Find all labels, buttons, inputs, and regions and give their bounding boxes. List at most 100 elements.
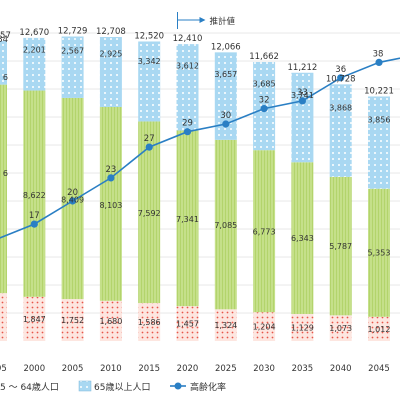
- total-label-partial: 84: [0, 35, 8, 45]
- rate-label: 27: [144, 134, 155, 144]
- total-label: 10,221: [364, 86, 394, 96]
- legend-marker-rate: [174, 382, 182, 390]
- bar-elderly: [368, 96, 390, 189]
- legend-label-rate: 高齢化率: [190, 381, 226, 393]
- bar-young: [368, 316, 390, 341]
- rate-point: [375, 58, 383, 66]
- bar-working-age: [253, 150, 276, 313]
- rate-label: 20: [67, 188, 78, 198]
- bar-elderly: [23, 37, 46, 91]
- rate-point: [145, 143, 153, 151]
- total-label: 12,708: [96, 27, 126, 37]
- x-tick-label: 2020: [177, 364, 199, 374]
- x-tick-label: 2040: [330, 364, 352, 374]
- data-label: 7,085: [214, 221, 237, 230]
- data-label: 3,868: [329, 103, 352, 112]
- estimate-label: 推計値: [210, 16, 236, 27]
- x-tick-label: 2010: [100, 364, 122, 374]
- rate-label: 30: [220, 111, 231, 121]
- bar-elderly: [291, 72, 314, 163]
- data-label: 1,752: [61, 316, 84, 325]
- bar-elderly: [176, 44, 199, 131]
- data-label: 6,343: [291, 234, 314, 243]
- data-label: 3,741: [291, 91, 314, 100]
- total-label: 12,520: [134, 31, 164, 41]
- rate-label: 17: [29, 211, 40, 221]
- bar-young: [99, 300, 122, 341]
- x-tick-label: 2045: [368, 364, 390, 374]
- estimate-annotation: 推計値: [177, 12, 236, 29]
- data-label: 1,073: [329, 324, 352, 333]
- bar-young: [61, 299, 84, 341]
- data-label: 8,622: [23, 191, 46, 200]
- data-label: 1,586: [138, 318, 161, 327]
- data-label: 5,787: [329, 242, 352, 251]
- rate-point: [69, 197, 77, 205]
- total-label: 11,662: [249, 52, 279, 62]
- data-label: 3,342: [138, 57, 161, 66]
- data-label-partial: 6: [3, 73, 8, 82]
- bar-working-age: [138, 121, 161, 304]
- bar-elderly: [329, 84, 352, 177]
- rate-label: 33: [297, 88, 308, 98]
- total-label: 12,670: [19, 28, 49, 38]
- bar-working-age: [176, 130, 199, 307]
- bar-elderly: [214, 52, 237, 140]
- total-label: 12,557: [0, 31, 11, 41]
- bar-young: [214, 309, 237, 341]
- data-label: 1,457: [176, 320, 199, 329]
- legend-swatch-elderly: [78, 380, 92, 392]
- x-tick-label: 2005: [62, 364, 84, 374]
- total-label: 11,212: [288, 63, 318, 73]
- bar-young: [176, 306, 199, 341]
- data-label: 1,324: [214, 321, 237, 330]
- bar-working-age: [291, 162, 314, 314]
- data-label: 8,103: [99, 201, 122, 210]
- rate-point: [260, 105, 268, 113]
- x-tick-label: 2025: [215, 364, 237, 374]
- rate-point: [337, 74, 345, 82]
- rate-label: 29: [182, 119, 193, 129]
- data-label: 3,685: [253, 80, 276, 89]
- rate-line-group: [0, 57, 400, 239]
- x-tick-label: 2035: [292, 364, 314, 374]
- bar-young: [0, 293, 7, 341]
- bar-elderly: [61, 36, 84, 98]
- legend-label-working: 5 ～ 64歳人口: [0, 381, 59, 393]
- rate-point: [30, 220, 38, 228]
- x-tick-label: 2030: [253, 364, 275, 374]
- rate-line: [0, 57, 400, 239]
- data-label: 7,341: [176, 215, 199, 224]
- data-label: 5,353: [368, 248, 391, 257]
- data-labels-group: 12,557 1,847 8,622 2,201 12,670 1,752 8,409 2,5…: [0, 27, 394, 334]
- data-label: 1,680: [99, 317, 122, 326]
- legend-label-elderly: 65歳以上人口: [94, 381, 150, 393]
- bar-working-age: [214, 139, 237, 310]
- data-label: 1,129: [291, 323, 314, 332]
- total-label: 12,729: [58, 27, 88, 37]
- bar-young: [23, 296, 46, 341]
- rate-label: 32: [259, 96, 270, 106]
- data-label: 1,847: [23, 315, 46, 324]
- data-label-partial: 6: [3, 169, 8, 178]
- data-label: 1,204: [253, 323, 276, 332]
- data-label: 2,925: [99, 50, 122, 59]
- rate-point: [107, 174, 115, 182]
- bar-elderly: [0, 40, 7, 85]
- x-tick-label: 2000: [23, 364, 45, 374]
- bars-group: [0, 36, 390, 341]
- x-tick-label: 1995: [0, 364, 7, 374]
- rate-label: 36: [335, 65, 346, 75]
- data-label: 6,773: [253, 227, 276, 236]
- data-label: 3,657: [214, 70, 237, 79]
- bar-working-age: [329, 176, 352, 316]
- rate-point: [183, 128, 192, 136]
- bar-elderly: [99, 36, 122, 107]
- bar-working-age: [0, 84, 7, 294]
- data-label: 3,612: [176, 61, 199, 70]
- rate-label: 38: [373, 49, 384, 59]
- data-label: 2,201: [23, 46, 46, 55]
- data-label: 1,012: [368, 325, 391, 334]
- legend: 5 ～ 64歳人口 65歳以上人口 高齢化率: [0, 380, 226, 393]
- rate-label: 23: [105, 165, 116, 175]
